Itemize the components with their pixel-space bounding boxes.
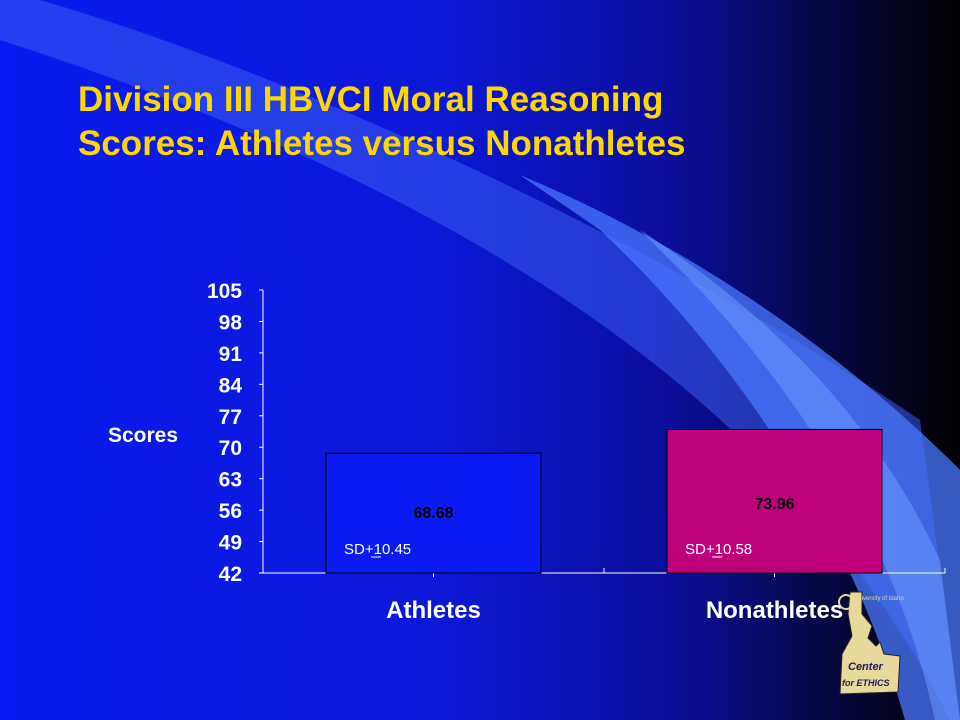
x-tick-label: Nonathletes [706, 597, 843, 624]
center-for-ethics-logo: University of Idaho Center for ETHICS [838, 591, 904, 695]
y-tick-label: 91 [219, 343, 243, 366]
slide-title: Division III HBVCI Moral Reasoning Score… [78, 78, 898, 166]
y-tick-label: 70 [219, 437, 242, 460]
y-tick-label: 105 [207, 280, 242, 303]
x-tick-label: Athletes [386, 597, 481, 624]
bars-group: 68.68 SD+10.45 73.96 SD+10.58 [325, 428, 883, 574]
y-tick-label: 49 [219, 532, 242, 555]
bar [666, 428, 883, 574]
title-line-1: Division III HBVCI Moral Reasoning [78, 80, 664, 119]
x-ticks-group: Athletes Nonathletes [262, 568, 946, 624]
sd-label: SD+10.45 [344, 541, 411, 558]
logo-university-text: University of Idaho [854, 596, 904, 602]
y-tick-label: 98 [219, 311, 243, 334]
logo-ethics-text: for ETHICS [842, 678, 890, 688]
y-tick-label: 56 [219, 500, 242, 523]
y-axis-label: Scores [108, 424, 178, 447]
y-tick-label: 84 [219, 374, 243, 397]
y-tick-label: 42 [219, 563, 242, 586]
y-tick-label: 77 [219, 406, 242, 429]
bar-value-label: 73.96 [754, 496, 794, 513]
title-line-2: Scores: Athletes versus Nonathletes [78, 124, 686, 163]
bar-value-label: 68.68 [413, 505, 453, 522]
sd-label: SD+10.58 [685, 541, 752, 558]
bar [325, 452, 542, 574]
y-ticks-group: 105 98 91 84 77 70 63 56 49 42 [207, 280, 263, 586]
y-tick-label: 63 [219, 469, 242, 492]
logo-center-text: Center [848, 661, 884, 673]
